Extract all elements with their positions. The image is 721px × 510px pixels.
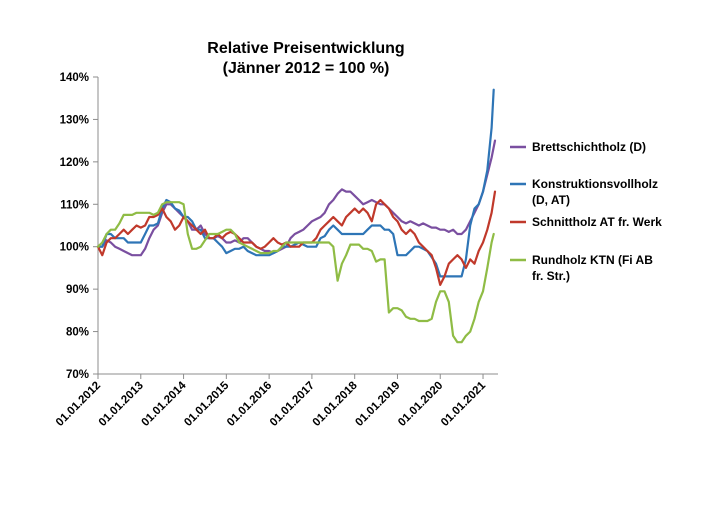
series-line-3: [96, 190, 497, 286]
legend-label-1: Brettschichtholz (D): [532, 140, 646, 154]
y-tick-label: 110%: [60, 199, 89, 211]
legend-label-4: Rundholz KTN (Fi AB: [532, 253, 653, 267]
x-tick-label: 01.01.2013: [97, 380, 146, 429]
x-tick-label: 01.01.2016: [225, 380, 274, 429]
x-tick-label: 01.01.2015: [182, 379, 232, 429]
chart-subtitle: (Jänner 2012 = 100 %): [223, 60, 390, 77]
y-tick-label: 130%: [60, 114, 89, 126]
y-tick-label: 90%: [66, 284, 89, 296]
y-tick-label: 120%: [60, 157, 89, 169]
legend-label-3: Schnittholz AT fr. Werk: [532, 215, 662, 229]
series-line-2: [96, 88, 495, 278]
x-tick-label: 01.01.2019: [353, 380, 402, 429]
series-line-4: [96, 201, 495, 344]
x-tick-label: 01.01.2020: [396, 380, 445, 429]
y-tick-label: 70%: [66, 369, 89, 381]
x-tick-label: 01.01.2012: [54, 380, 103, 429]
y-tick-label: 140%: [60, 72, 89, 84]
chart-title: Relative Preisentwicklung: [207, 40, 404, 57]
x-tick-label: 01.01.2021: [439, 379, 489, 429]
legend-label-2: (D, AT): [532, 193, 570, 207]
series-line-1: [96, 139, 497, 257]
legend-label-4: fr. Str.): [532, 269, 570, 283]
y-axis-ticks: 70% 80% 90% 100% 110% 120% 130% 140%: [60, 72, 98, 381]
x-tick-label: 01.01.2014: [139, 379, 189, 429]
x-axis-ticks: 01.01.201201.01.201301.01.201401.01.2015…: [54, 374, 489, 429]
y-tick-label: 100%: [60, 242, 89, 254]
x-tick-label: 01.01.2017: [268, 380, 317, 429]
legend-label-2: Konstruktionsvollholz: [532, 177, 658, 191]
plot-area: [97, 77, 498, 375]
x-tick-label: 01.01.2018: [311, 379, 361, 429]
series-lines: [96, 88, 497, 344]
y-tick-label: 80%: [66, 327, 89, 339]
legend: Brettschichtholz (D) Konstruktionsvollhol…: [510, 140, 662, 283]
